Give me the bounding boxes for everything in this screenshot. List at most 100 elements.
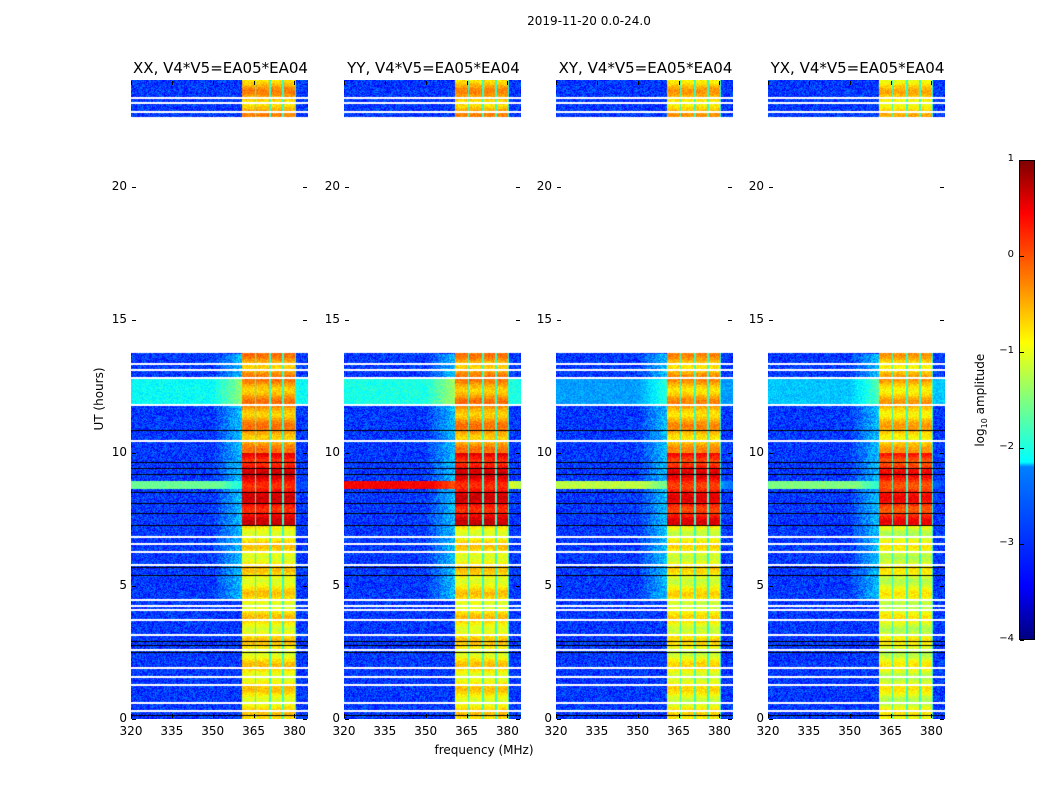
x-tick <box>171 714 173 718</box>
y-tick <box>557 319 561 321</box>
colorbar-label-sub: 10 <box>980 418 990 429</box>
y-tick-label: 0 <box>544 711 552 725</box>
colorbar-tick <box>1020 160 1024 161</box>
colorbar-tick <box>1020 352 1024 353</box>
x-tick-top <box>344 81 345 85</box>
y-tick <box>345 319 349 321</box>
y-tick <box>132 186 136 188</box>
x-tick-label: 350 <box>626 724 650 738</box>
x-tick <box>466 714 468 718</box>
x-tick-label: 350 <box>838 724 862 738</box>
y-tick <box>345 585 349 587</box>
y-tick-label: 15 <box>748 311 764 326</box>
y-tick <box>769 719 773 720</box>
spectrogram-panel: YX, V4*V5=EA05*EA04 <box>768 59 945 720</box>
x-tick <box>890 714 892 718</box>
figure-title: 2019-11-20 0.0-24.0 <box>527 14 651 28</box>
y-tick <box>345 452 349 454</box>
colorbar-tick-label: −4 <box>999 633 1014 644</box>
y-tick-right <box>728 719 732 720</box>
y-tick-label: 5 <box>119 577 127 592</box>
y-tick <box>769 186 773 188</box>
y-tick-right <box>303 719 307 720</box>
x-tick-top <box>678 81 680 85</box>
colorbar-label-suffix: amplitude <box>972 353 987 419</box>
x-tick-label: 350 <box>201 724 225 738</box>
y-tick-right <box>303 319 307 321</box>
y-tick <box>769 452 773 454</box>
y-tick-right <box>940 452 944 454</box>
x-tick-top <box>425 81 427 85</box>
y-tick <box>345 186 349 188</box>
x-tick-top <box>596 81 598 85</box>
x-tick-label: 320 <box>756 724 780 738</box>
x-tick <box>808 714 810 718</box>
x-tick-label: 380 <box>282 724 306 738</box>
x-tick <box>507 714 509 718</box>
colorbar-tick-label: −3 <box>999 537 1014 548</box>
y-tick-label: 20 <box>324 178 340 193</box>
y-tick <box>557 719 561 720</box>
y-tick-right <box>728 319 732 321</box>
y-tick-right <box>516 452 520 454</box>
y-axis-label: UT (hours) <box>92 367 106 431</box>
x-tick-label: 335 <box>373 724 397 738</box>
y-tick <box>769 319 773 321</box>
x-tick-top <box>719 81 721 85</box>
x-tick-label: 365 <box>667 724 690 738</box>
y-tick-label: 20 <box>748 178 764 193</box>
y-tick-right <box>516 319 520 321</box>
x-axis-label: frequency (MHz) <box>434 743 534 757</box>
x-tick <box>768 714 769 718</box>
colorbar-tick-label: −2 <box>999 441 1014 452</box>
x-tick-label: 320 <box>119 724 143 738</box>
x-tick <box>344 714 345 718</box>
x-tick <box>294 714 296 718</box>
y-tick-label: 0 <box>332 711 340 725</box>
x-tick-label: 380 <box>919 724 943 738</box>
colorbar-tick <box>1020 544 1024 545</box>
y-tick <box>132 452 136 454</box>
x-tick-top <box>384 81 386 85</box>
heatmap-canvas <box>344 80 521 719</box>
spectrogram-panel: YY, V4*V5=EA05*EA04 <box>344 59 521 720</box>
colorbar-tick <box>1020 448 1024 449</box>
x-tick <box>212 714 214 718</box>
y-tick-label: 15 <box>536 311 552 326</box>
y-tick <box>769 585 773 587</box>
panel-title: YX, V4*V5=EA05*EA04 <box>770 59 945 77</box>
x-tick <box>719 714 721 718</box>
y-tick-right <box>303 585 307 587</box>
y-tick-right <box>728 452 732 454</box>
y-tick-label: 10 <box>111 444 127 459</box>
x-tick-top <box>808 81 810 85</box>
x-tick-top <box>466 81 468 85</box>
x-tick <box>131 714 132 718</box>
y-tick-label: 15 <box>324 311 340 326</box>
y-tick <box>132 319 136 321</box>
x-tick-label: 365 <box>455 724 478 738</box>
x-tick-top <box>849 81 851 85</box>
y-tick-right <box>516 186 520 188</box>
spectrogram-panel: XY, V4*V5=EA05*EA04 <box>556 59 733 720</box>
colorbar-tick <box>1020 640 1024 641</box>
y-tick-label: 10 <box>324 444 340 459</box>
x-tick-top <box>931 81 933 85</box>
y-tick-label: 10 <box>748 444 764 459</box>
x-tick-label: 365 <box>879 724 902 738</box>
x-tick-top <box>768 81 769 85</box>
x-tick-label: 335 <box>797 724 821 738</box>
y-tick-right <box>940 186 944 188</box>
y-tick-right <box>303 452 307 454</box>
x-tick-label: 335 <box>160 724 184 738</box>
x-tick-label: 350 <box>414 724 438 738</box>
x-tick <box>931 714 933 718</box>
x-tick-top <box>637 81 639 85</box>
y-tick-label: 0 <box>756 711 764 725</box>
x-tick <box>678 714 680 718</box>
x-tick-top <box>253 81 255 85</box>
y-tick <box>557 186 561 188</box>
colorbar-tick-label: −1 <box>999 345 1014 356</box>
y-tick-label: 20 <box>111 178 127 193</box>
